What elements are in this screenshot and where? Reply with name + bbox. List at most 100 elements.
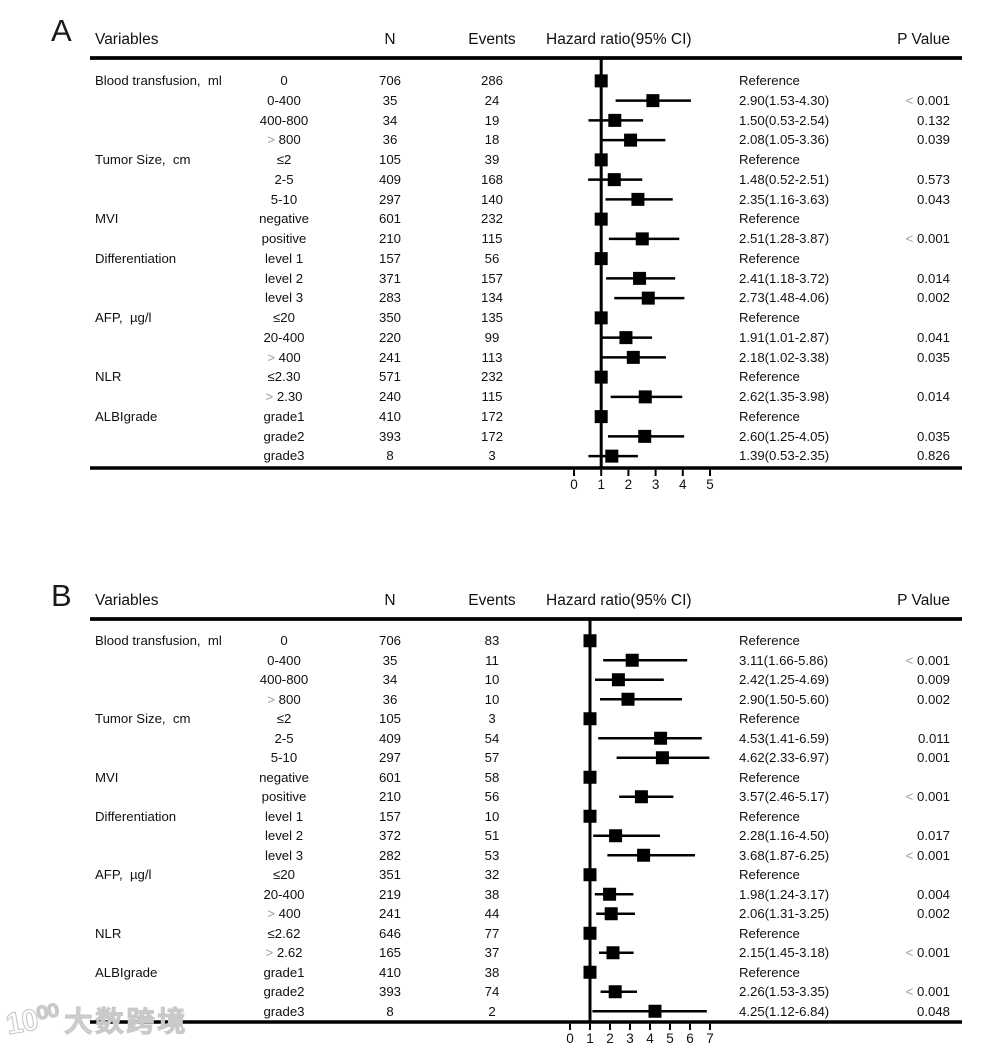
row-events: 24	[484, 92, 500, 108]
table-row: NLR ≤2.30 571 232 Reference	[0, 367, 999, 387]
row-level: > 800	[267, 691, 301, 707]
column-header-pvalue: P Value	[897, 592, 950, 609]
row-n: 220	[378, 329, 401, 345]
row-events: 39	[484, 152, 500, 167]
table-row: MVI negative 601 232 Reference	[0, 209, 999, 229]
row-hr-ci: 2.06(1.31-3.25)	[739, 906, 830, 921]
row-hr-ci: 2.28(1.16-4.50)	[739, 828, 830, 843]
row-events: 10	[484, 808, 500, 824]
axis-tick-label: 5	[666, 1031, 674, 1046]
column-header-n: N	[384, 592, 396, 609]
row-pvalue: 0.002	[916, 906, 950, 921]
table-row: > 2.30 240 115 2.62(1.35-3.98) 0.014	[0, 387, 999, 407]
watermark-logo: 10⁰⁰	[3, 999, 62, 1042]
row-n: 219	[378, 886, 401, 902]
row-variable: AFP, µg/l	[95, 867, 152, 882]
row-n: 297	[378, 191, 401, 207]
row-level: ≤2	[276, 711, 292, 726]
hr-marker	[594, 153, 608, 167]
row-events: 57	[484, 750, 500, 765]
row-level: level 1	[264, 250, 304, 266]
row-level: 400-800	[259, 672, 309, 687]
row-hr-ci: 2.51(1.28-3.87)	[739, 231, 830, 246]
row-pvalue: 0.043	[916, 191, 950, 207]
row-n: 410	[378, 408, 401, 424]
row-level: ≤20	[273, 867, 295, 882]
panel-b-label: B	[51, 578, 72, 613]
hr-marker	[583, 965, 597, 979]
row-events: 53	[484, 847, 500, 863]
row-hr-ci: 2.18(1.02-3.38)	[739, 349, 830, 365]
row-pvalue: 0.004	[916, 886, 950, 902]
column-header-hazard-ratio: Hazard ratio(95% CI)	[546, 31, 692, 48]
comparator-symbol: >	[267, 349, 276, 365]
row-hr-ci: 3.57(2.46-5.17)	[739, 789, 830, 804]
table-row: > 400 241 44 2.06(1.31-3.25) 0.002	[0, 904, 999, 924]
row-n: 409	[378, 171, 401, 187]
row-events: 38	[484, 886, 500, 902]
row-level: level 2	[264, 270, 304, 286]
column-header-hazard-ratio: Hazard ratio(95% CI)	[546, 592, 692, 609]
row-hr-ci: 2.41(1.18-3.72)	[739, 270, 830, 286]
row-level: level 1	[264, 808, 304, 824]
column-header-variables: Variables	[95, 592, 159, 609]
row-pvalue: 0.001	[916, 750, 950, 765]
panel-b-rows: Blood transfusion, ml 0 706 83 Reference 0-40…	[0, 631, 999, 1021]
row-level: level 3	[264, 847, 304, 863]
row-pvalue: < 0.001	[905, 945, 950, 960]
row-hr-ci: 3.11(1.66-5.86)	[739, 652, 829, 668]
table-row: 400-800 34 19 1.50(0.53-2.54) 0.132	[0, 111, 999, 131]
row-n: 157	[378, 250, 401, 266]
row-events: 99	[484, 329, 500, 345]
row-n: 706	[378, 633, 401, 648]
hr-marker	[633, 271, 647, 285]
row-pvalue	[856, 924, 950, 944]
column-header-events: Events	[468, 592, 516, 609]
row-events: 44	[484, 906, 500, 921]
table-row: 20-400 220 99 1.91(1.01-2.87) 0.041	[0, 328, 999, 348]
table-row: grade3 8 3 1.39(0.53-2.35) 0.826	[0, 446, 999, 466]
hr-marker	[594, 212, 608, 226]
row-n: 210	[378, 231, 401, 246]
hr-marker	[606, 946, 620, 960]
row-level: 20-400	[263, 886, 305, 902]
row-hr-ci: 2.73(1.48-4.06)	[739, 290, 830, 306]
row-level: grade2	[263, 984, 305, 999]
row-hr-ci: Reference	[739, 250, 800, 266]
row-variable: ALBIgrade	[95, 408, 158, 424]
row-variable: AFP, µg/l	[95, 310, 152, 325]
table-row: level 3 282 53 3.68(1.87-6.25) < 0.001	[0, 846, 999, 866]
row-hr-ci: Reference	[739, 408, 800, 424]
comparator-symbol: >	[267, 691, 276, 707]
table-row: 5-10 297 57 4.62(2.33-6.97) 0.001	[0, 748, 999, 768]
row-hr-ci: 1.50(0.53-2.54)	[739, 112, 830, 128]
row-level: negative	[259, 769, 309, 785]
row-events: 51	[484, 828, 500, 843]
table-row: 0-400 35 24 2.90(1.53-4.30) < 0.001	[0, 91, 999, 111]
row-pvalue	[856, 249, 950, 269]
row-hr-ci: Reference	[739, 808, 800, 824]
row-hr-ci: 2.42(1.25-4.69)	[739, 672, 830, 687]
axis-tick-label: 3	[626, 1031, 634, 1046]
table-row: AFP, µg/l ≤20 350 135 Reference	[0, 308, 999, 328]
row-events: 172	[480, 408, 503, 424]
row-level: 2-5	[274, 730, 294, 746]
row-n: 393	[378, 428, 401, 444]
row-n: 601	[378, 211, 401, 227]
table-row: 20-400 219 38 1.98(1.24-3.17) 0.004	[0, 885, 999, 905]
row-n: 646	[378, 925, 401, 941]
hr-marker	[646, 94, 660, 108]
row-events: 74	[484, 984, 500, 999]
row-pvalue	[856, 865, 950, 885]
row-hr-ci: 2.62(1.35-3.98)	[739, 389, 830, 404]
row-n: 241	[378, 349, 401, 365]
table-row: 2-5 409 54 4.53(1.41-6.59) 0.011	[0, 729, 999, 749]
hr-marker	[631, 192, 645, 206]
row-level: 5-10	[270, 750, 298, 765]
axis-tick-label: 0	[566, 1031, 574, 1046]
column-header-events: Events	[468, 31, 516, 48]
row-pvalue: 0.041	[916, 329, 950, 345]
hr-marker	[583, 926, 597, 940]
axis-tick-label: 5	[706, 477, 714, 492]
